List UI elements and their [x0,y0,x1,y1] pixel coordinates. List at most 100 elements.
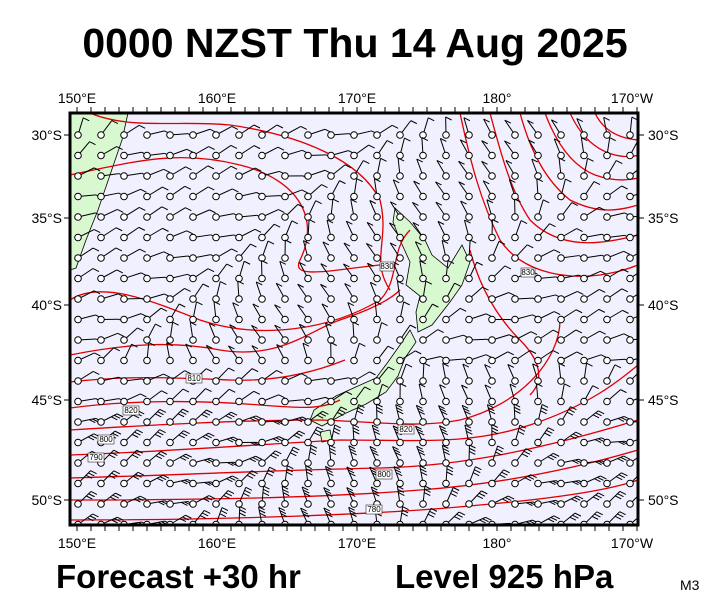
station [304,418,312,426]
station [350,151,358,160]
barb-feather [347,302,355,307]
station [396,459,404,467]
barb-feather [458,511,466,516]
station [235,233,243,242]
barb-feather [541,407,548,412]
barb-feather [573,496,581,501]
station [258,459,266,467]
barb-feather [338,409,346,414]
wind-barb [327,342,337,365]
station [143,233,151,242]
wind-barb [419,280,433,303]
wind-barb [185,343,197,365]
station [304,336,312,344]
barb-feather [93,167,101,172]
station [511,500,519,508]
model-code: M3 [680,577,700,593]
station [281,233,289,242]
station [373,233,381,242]
barb-feather [272,452,280,457]
barb-feather [207,268,215,273]
station [419,418,427,426]
wind-barb [350,342,366,365]
barb-feather [392,446,399,451]
lon-label: 160°E [198,90,236,106]
wind-barb [235,124,261,139]
station [603,418,611,426]
station [74,356,82,365]
barb-feather [577,290,584,295]
wind-barb [528,139,542,160]
barb-feather [243,260,251,265]
barb-feather [350,513,357,517]
station [120,295,128,303]
barb-feather [417,431,425,436]
barb-feather [317,414,324,419]
barb-feather [114,518,121,523]
barb-feather [229,476,236,481]
barb-feather [540,410,547,415]
barb-feather [373,492,380,497]
station [396,151,404,160]
barb-feather [220,281,227,285]
barb-feather [330,342,337,346]
barb-feather [229,324,236,329]
station [603,479,611,488]
station [442,418,450,426]
barb-feather [113,449,120,454]
barb-feather [450,492,457,497]
wind-barb [465,444,476,467]
wind-barb [488,445,504,467]
station [534,397,542,406]
wind-barb [258,260,268,283]
barb-feather [293,434,301,439]
barb-feather [161,390,168,395]
wind-barb [488,265,512,283]
wind-barb [416,158,427,180]
barb-feather [443,451,450,456]
station [235,151,243,160]
barb-feather [503,469,510,474]
barb-feather [137,497,144,502]
station [534,438,542,447]
contour-line [70,419,638,479]
barb-feather [300,507,307,512]
wind-barb [465,466,482,488]
wind-barb [143,429,166,447]
barb-feather [529,520,536,525]
station [488,315,496,324]
station [281,500,289,508]
station [143,336,151,344]
wind-barb [373,366,395,385]
wind-barb [281,485,290,508]
barb-feather [266,472,274,477]
station [580,459,588,467]
barb-feather [162,227,169,232]
barb-feather [159,408,167,413]
wind-barb [504,119,519,139]
barb-feather [348,506,355,511]
station [120,438,128,447]
station [327,438,335,447]
wind-barb [189,209,216,221]
station [166,397,174,406]
barb-feather [309,451,317,456]
wind-barb [419,362,431,385]
barb-feather [639,517,645,520]
station [258,172,266,180]
barb-feather [614,515,622,520]
station [120,254,128,262]
wind-barb [488,240,506,262]
barb-feather [113,347,120,352]
station [166,172,174,180]
wind-barb [348,445,358,467]
station [442,254,450,262]
lat-label: 35°S [31,210,62,226]
station [235,131,243,139]
station [534,315,542,324]
wind-barb [279,260,289,283]
station [189,274,197,283]
barb-feather [647,313,653,316]
wind-barb [396,350,422,365]
station [419,233,427,242]
